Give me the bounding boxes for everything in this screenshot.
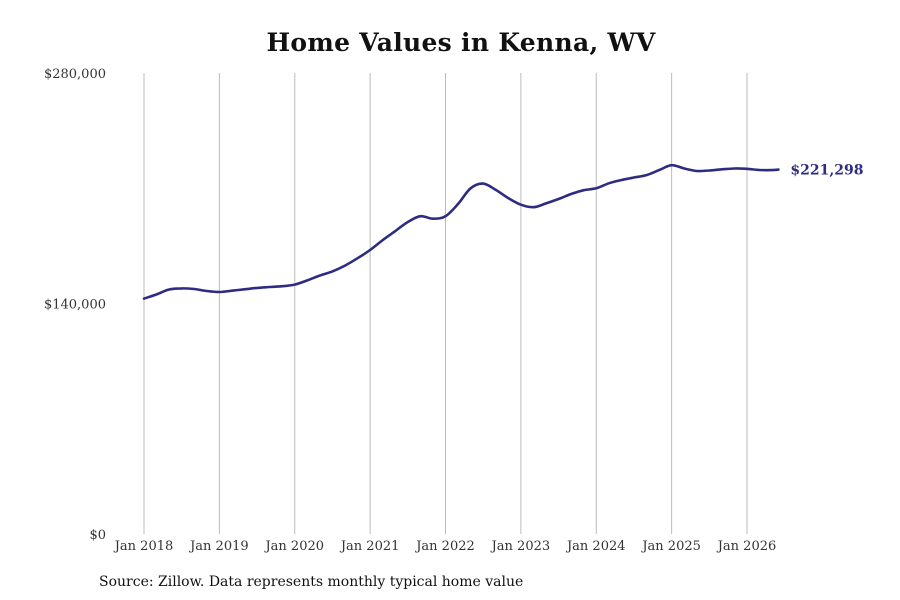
y-axis-ticks: $0 $140,000 $280,000 — [44, 67, 106, 543]
x-tick-label: Jan 2023 — [490, 539, 551, 554]
x-axis-ticks: Jan 2018 Jan 2019 Jan 2020 Jan 2021 Jan 2022… — [113, 539, 777, 554]
gridlines — [143, 73, 748, 534]
y-tick-label: $140,000 — [44, 298, 106, 313]
chart-title: Home Values in Kenna, WV — [266, 28, 656, 57]
source-note: Source: Zillow. Data represents monthly … — [99, 574, 524, 590]
x-tick-label: Jan 2026 — [716, 539, 777, 554]
x-tick-label: Jan 2025 — [640, 539, 701, 554]
y-tick-label: $0 — [89, 528, 106, 543]
y-tick-label: $280,000 — [44, 67, 106, 82]
x-tick-label: Jan 2020 — [263, 539, 324, 554]
series-line — [142, 163, 780, 300]
x-tick-label: Jan 2018 — [113, 539, 174, 554]
x-tick-label: Jan 2019 — [188, 539, 249, 554]
x-tick-label: Jan 2021 — [339, 539, 400, 554]
x-tick-label: Jan 2024 — [565, 539, 626, 554]
end-value-label: $221,298 — [790, 163, 863, 179]
x-tick-label: Jan 2022 — [414, 539, 475, 554]
